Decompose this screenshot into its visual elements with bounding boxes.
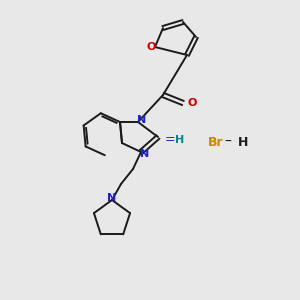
Text: Br: Br — [208, 136, 224, 148]
Text: =: = — [165, 134, 175, 146]
Text: H: H — [238, 136, 248, 148]
Text: N: N — [107, 193, 117, 203]
Text: O: O — [146, 42, 156, 52]
Text: O: O — [188, 98, 197, 108]
Text: H: H — [176, 135, 184, 145]
Text: N: N — [137, 115, 147, 125]
Text: –: – — [225, 135, 231, 149]
Text: N: N — [140, 149, 150, 159]
